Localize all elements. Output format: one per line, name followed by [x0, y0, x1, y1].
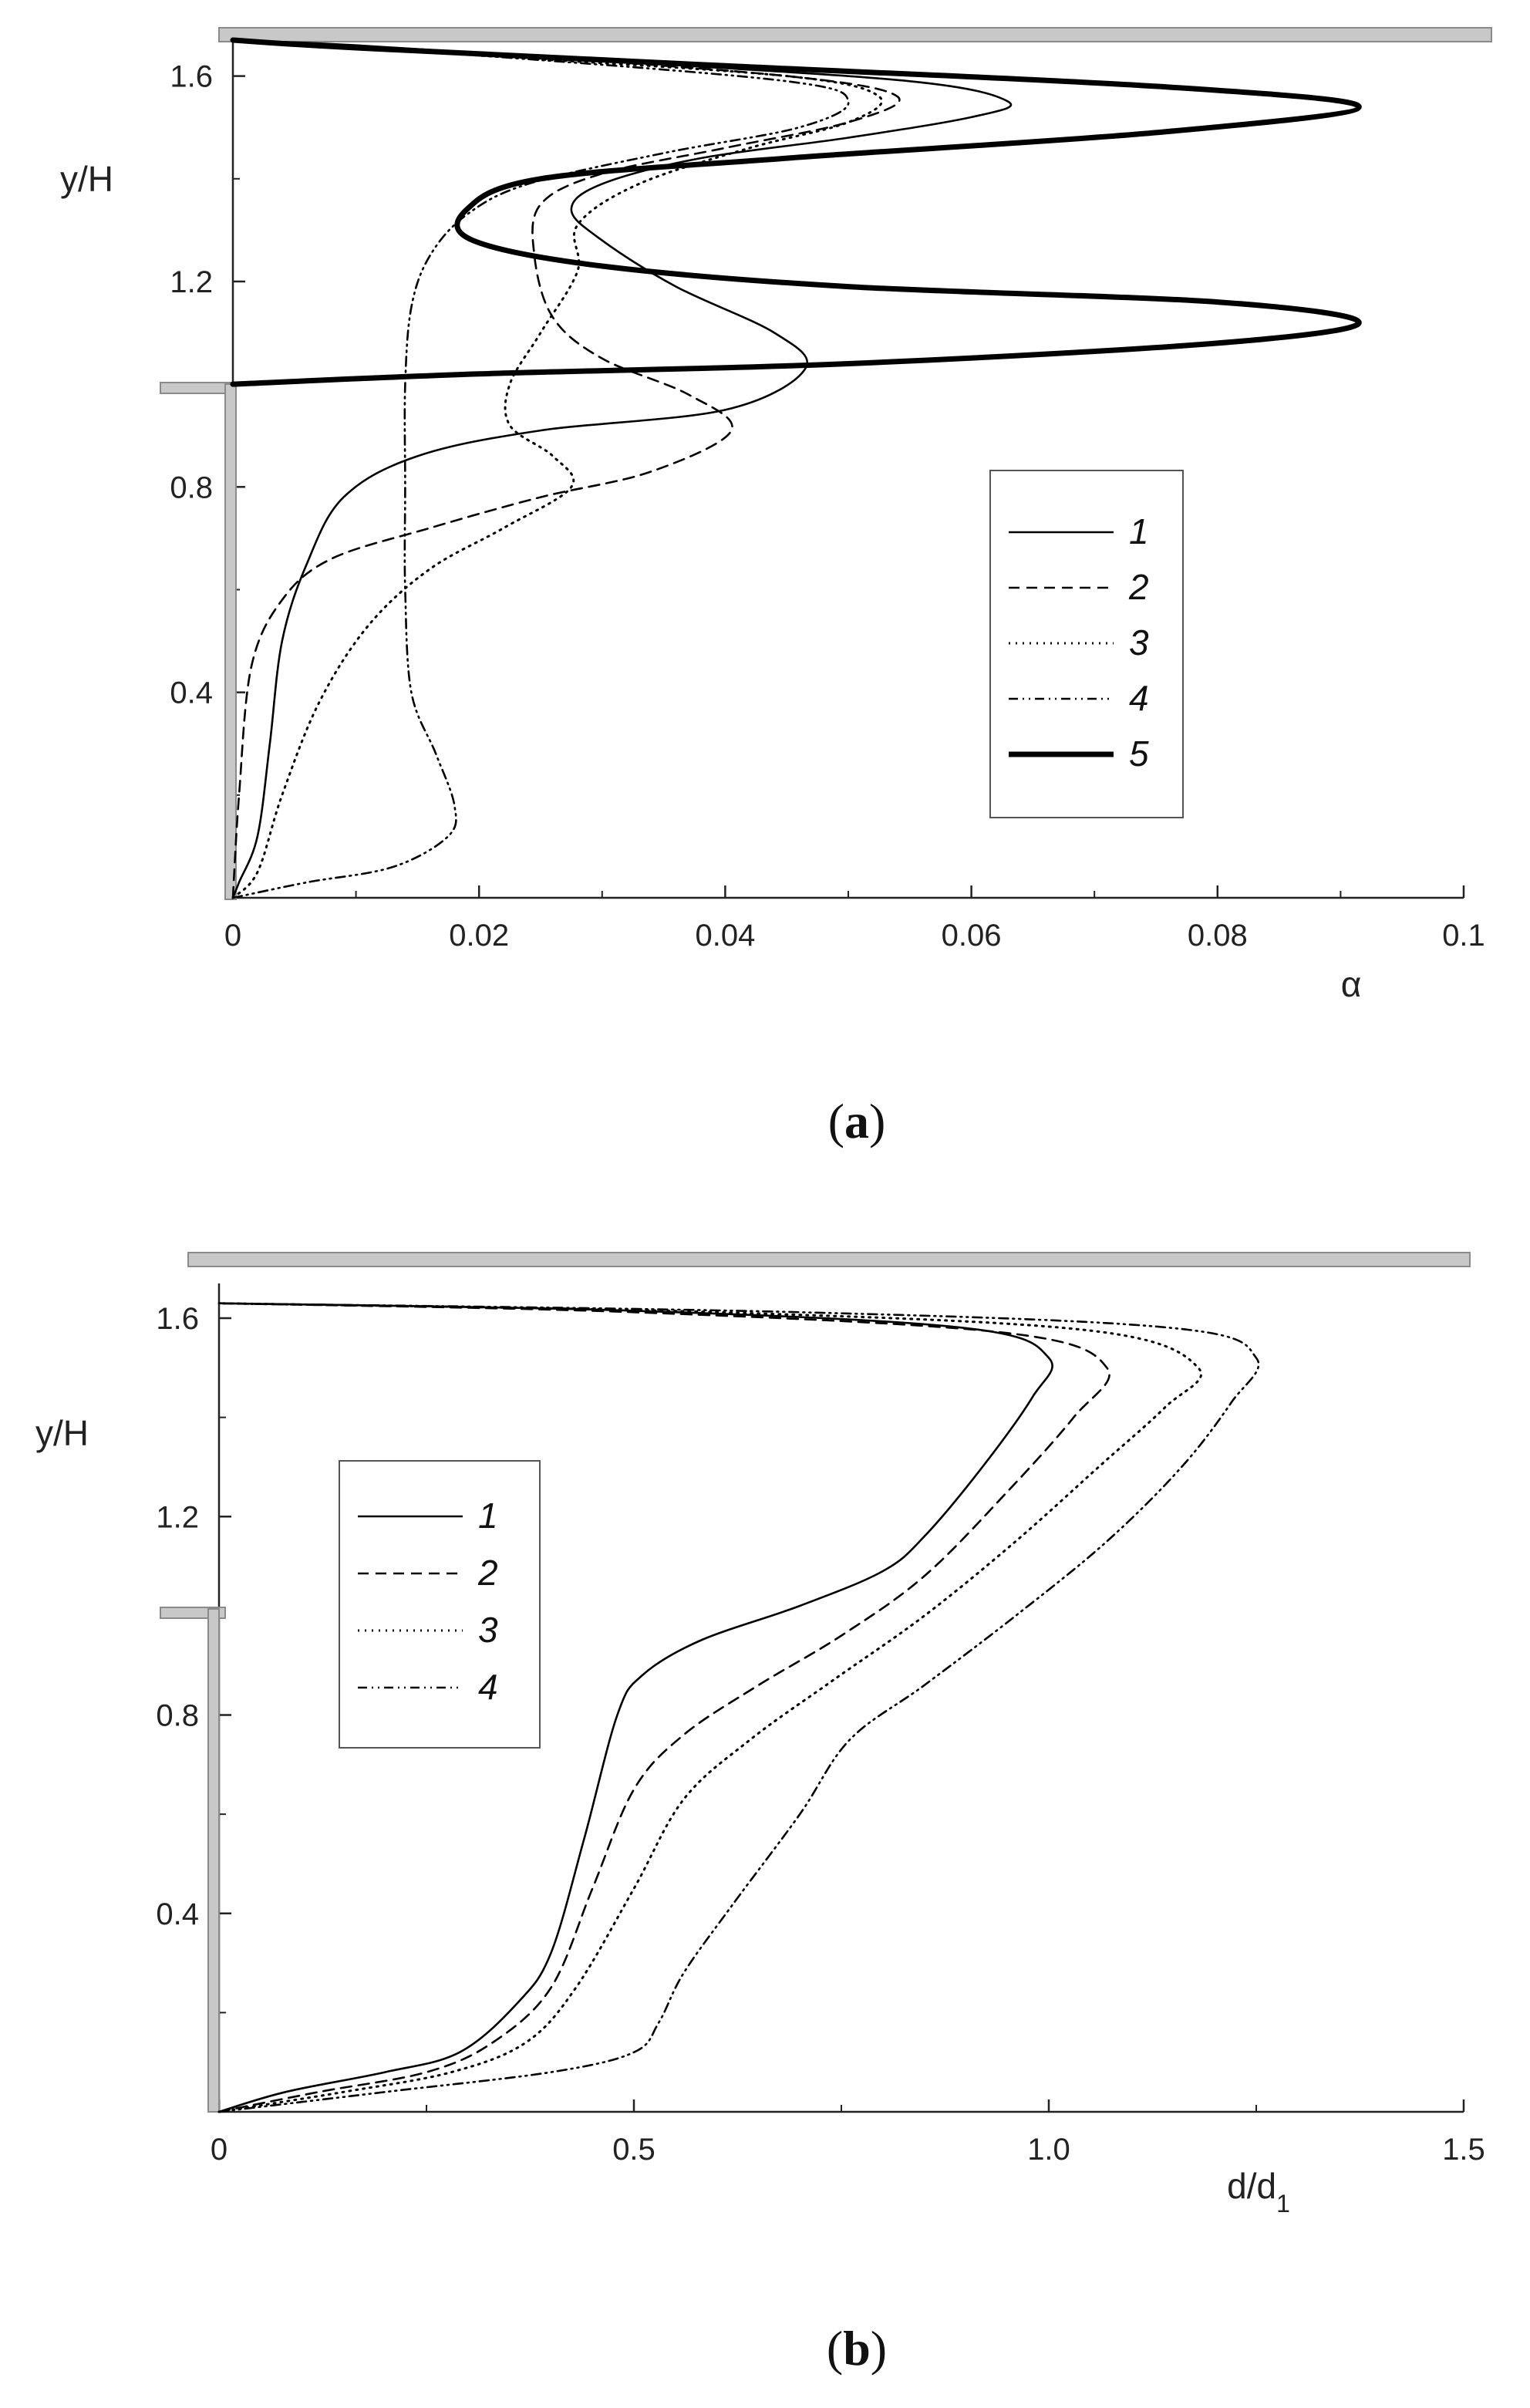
- legend-label-4: 4: [478, 1667, 498, 1707]
- vertical-wall-bar: [224, 383, 237, 900]
- legend-label-1: 1: [1129, 511, 1149, 551]
- legend: 1 2 3 4 5: [989, 470, 1184, 818]
- legend-box: [339, 1460, 541, 1749]
- y-tick-label: 1.6: [170, 60, 213, 94]
- legend: 1 2 3 4: [339, 1460, 541, 1749]
- y-tick-label: 0.4: [156, 1897, 199, 1931]
- x-tick-label: 0: [211, 2133, 227, 2167]
- y-axis-title: y/H: [60, 159, 113, 199]
- y-tick-label: 1.2: [170, 265, 213, 299]
- panel-label-a: (a): [828, 1094, 886, 1148]
- series-line-4: [217, 1302, 1260, 2113]
- x-tick-label: 0.02: [449, 919, 509, 953]
- y-tick-label: 0.4: [170, 676, 213, 710]
- x-tick-label: 0.04: [695, 919, 755, 953]
- vertical-wall-bar: [207, 1608, 220, 2113]
- y-axis-title: y/H: [35, 1413, 89, 1453]
- chart-panel-b: 0 0.5 1.0 1.5 0.4 0.8 1.2 1.6 d/d1 y/H 1 2 3 4: [35, 1252, 1485, 2217]
- legend-label-5: 5: [1129, 734, 1149, 774]
- legend-label-3: 3: [478, 1610, 498, 1650]
- x-axis-title: α: [1341, 964, 1362, 1004]
- legend-label-4: 4: [1129, 678, 1149, 718]
- x-axis-title: d/d1: [1227, 2166, 1290, 2217]
- x-tick-label: 0.5: [612, 2133, 655, 2167]
- x-tick-label: 1.0: [1027, 2133, 1070, 2167]
- x-tick-label: 0.06: [942, 919, 1002, 953]
- y-tick-label: 0.8: [156, 1699, 199, 1733]
- top-wall-bar: [218, 27, 1492, 42]
- series-line-2: [231, 39, 901, 899]
- y-tick-label: 0.8: [170, 470, 213, 504]
- series-line-1: [217, 1302, 1053, 2113]
- y-tick-label: 1.2: [156, 1500, 199, 1534]
- series-line-3: [231, 39, 883, 899]
- panel-label-b: (b): [827, 2321, 887, 2376]
- x-tick-label: 0.08: [1188, 919, 1248, 953]
- series-line-2: [217, 1302, 1110, 2113]
- legend-label-2: 2: [477, 1553, 498, 1593]
- short-wall-bar: [160, 382, 234, 394]
- legend-label-3: 3: [1129, 622, 1149, 663]
- x-tick-label: 1.5: [1442, 2133, 1485, 2167]
- y-tick-label: 1.6: [156, 1302, 199, 1336]
- x-tick-label: 0: [224, 919, 241, 953]
- x-axis-title-subscript: 1: [1276, 2190, 1290, 2217]
- series-line-5: [230, 37, 1362, 387]
- series-line-3: [217, 1302, 1202, 2113]
- series-line-4: [231, 39, 850, 899]
- top-wall-bar: [187, 1252, 1471, 1267]
- chart-panel-a: 0 0.02 0.04 0.06 0.08 0.1 0.4 0.8 1.2 1.6 α y/H 1 2 3 4…: [60, 27, 1492, 1004]
- legend-label-2: 2: [1128, 567, 1149, 607]
- series-line-1: [231, 39, 1013, 899]
- x-tick-label: 0.1: [1442, 919, 1485, 953]
- legend-label-1: 1: [478, 1496, 498, 1536]
